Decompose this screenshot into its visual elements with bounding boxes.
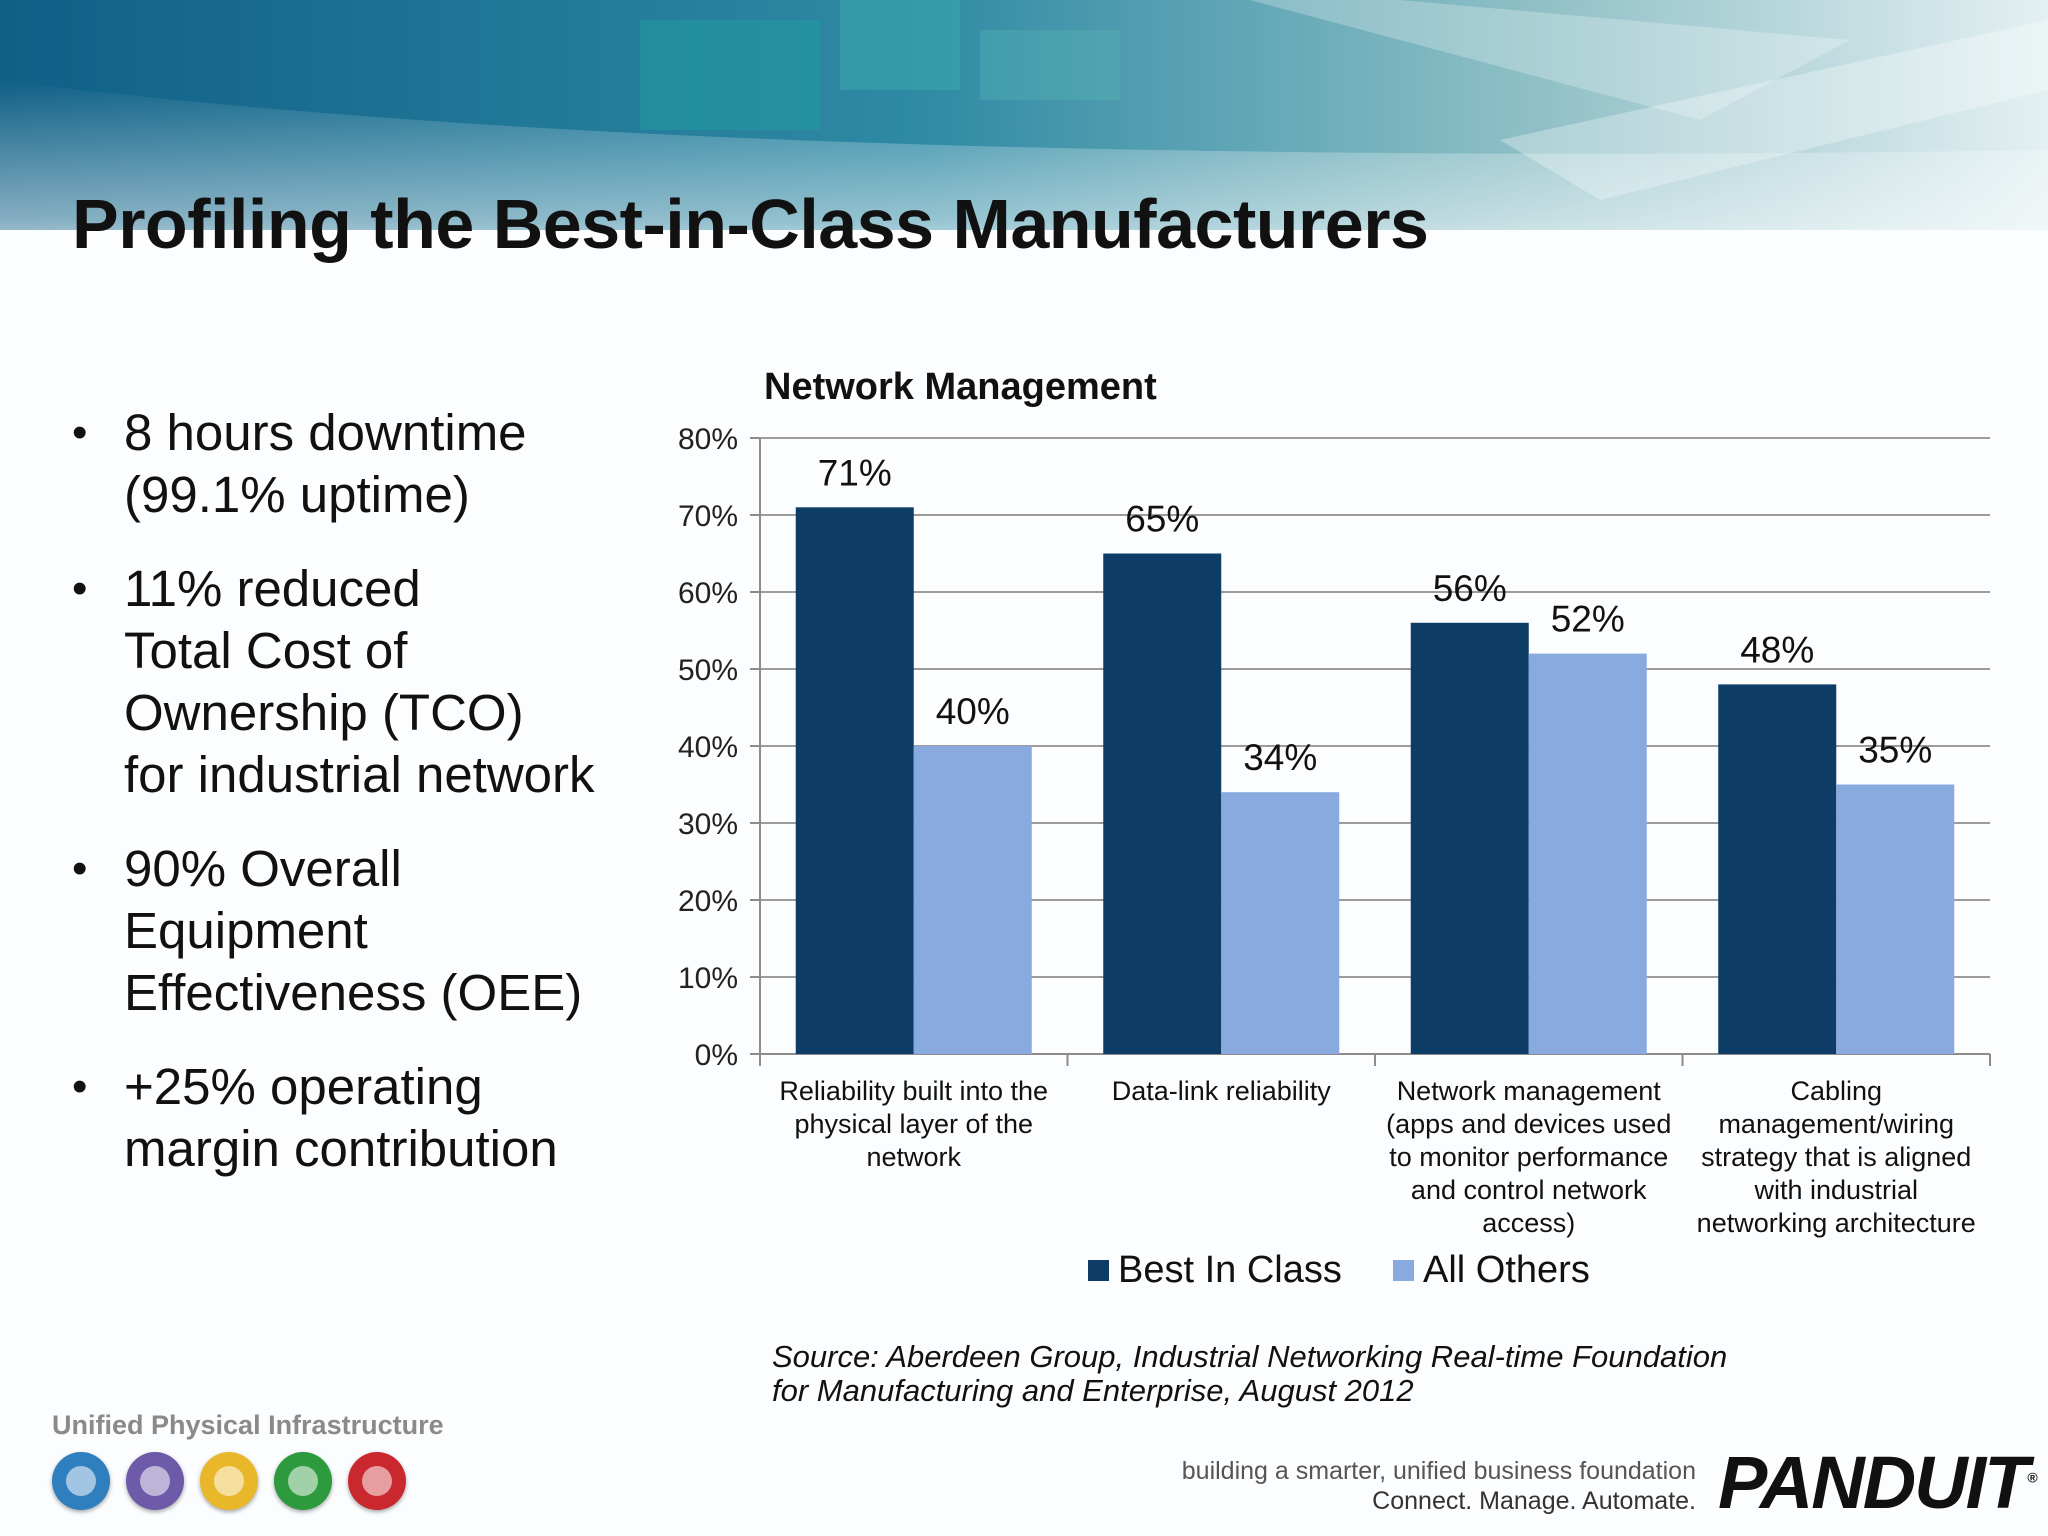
bullet-item: • 8 hours downtime (99.1% uptime) [70, 402, 630, 526]
bullet-dot: • [72, 564, 88, 613]
tagline-line2: Connect. Manage. Automate. [1372, 1487, 1696, 1515]
y-tick-label: 60% [678, 577, 738, 610]
legend-swatch [1393, 1260, 1414, 1281]
bar [1836, 784, 1955, 1054]
x-category-label: access) [1482, 1208, 1575, 1238]
y-tick-label: 40% [678, 731, 738, 764]
y-tick-label: 30% [678, 808, 738, 841]
x-category-label: physical layer of the [794, 1109, 1033, 1139]
bullet-dot: • [72, 1062, 88, 1111]
chart-title: Network Management [764, 366, 1157, 408]
x-category-label: Cabling [1790, 1076, 1882, 1106]
header-background [0, 0, 2048, 360]
upi-label: Unified Physical Infrastructure [52, 1410, 444, 1440]
y-tick-label: 80% [678, 423, 738, 456]
y-tick-label: 20% [678, 885, 738, 918]
x-category-label: to monitor performance [1389, 1142, 1668, 1172]
upi-green-icon [274, 1452, 332, 1510]
data-label: 56% [1433, 568, 1507, 609]
bullet-text: 90% Overall Equipment Effectiveness (OEE… [124, 840, 583, 1021]
source-citation: Source: Aberdeen Group, Industrial Netwo… [772, 1339, 1728, 1408]
upi-red-lock-icon [348, 1452, 406, 1510]
bullet-text: 8 hours downtime (99.1% uptime) [124, 404, 527, 523]
x-category-label: with industrial [1753, 1175, 1918, 1205]
x-category-label: Reliability built into the [779, 1076, 1048, 1106]
bullet-text: +25% operating margin contribution [124, 1058, 558, 1177]
data-label: 71% [818, 452, 892, 493]
bullet-item: • +25% operating margin contribution [70, 1056, 630, 1180]
bar [1718, 684, 1837, 1054]
data-label: 34% [1243, 737, 1317, 778]
legend-label: All Others [1423, 1249, 1590, 1291]
data-label: 52% [1551, 599, 1625, 640]
upi-blue-icon [52, 1452, 110, 1510]
brand-name: PANDUIT [1718, 1441, 2029, 1524]
x-category-label: and control network [1411, 1175, 1647, 1205]
data-label: 35% [1858, 730, 1932, 771]
bullet-item: • 11% reduced Total Cost of Ownership (TC… [70, 558, 630, 806]
panduit-logo: PANDUIT® [1718, 1440, 2038, 1525]
upi-icon-row [52, 1452, 406, 1510]
x-category-label: Data-link reliability [1112, 1076, 1332, 1106]
bar-chart: 0% 10% 20% 30% 40% 50% 60% 70% 80% 71% 40% Reliabil… [678, 423, 1991, 1291]
y-tick-label: 50% [678, 654, 738, 687]
bullet-list: • 8 hours downtime (99.1% uptime) • 11% re… [70, 402, 630, 1212]
x-category-label: Network management [1397, 1076, 1662, 1106]
y-tick-label: 0% [695, 1039, 738, 1072]
x-category-label: strategy that is aligned [1701, 1142, 1971, 1172]
data-label: 40% [936, 691, 1010, 732]
bar [1410, 622, 1529, 1054]
brand-mark: ® [2027, 1469, 2037, 1486]
x-category-label: network [866, 1142, 961, 1172]
slide-title: Profiling the Best-in-Class Manufacturer… [72, 185, 1429, 263]
bullet-dot: • [72, 844, 88, 893]
bar [1103, 553, 1222, 1054]
bar [1221, 792, 1340, 1054]
y-tick-label: 70% [678, 500, 738, 533]
upi-purple-icon [126, 1452, 184, 1510]
tagline: building a smarter, unified business fou… [1182, 1456, 1696, 1516]
data-label: 65% [1125, 499, 1199, 540]
bar [795, 507, 914, 1054]
x-category-label: networking architecture [1697, 1208, 1976, 1238]
tagline-line1: building a smarter, unified business fou… [1181, 1457, 1696, 1485]
bullet-dot: • [72, 408, 88, 457]
bullet-item: • 90% Overall Equipment Effectiveness (OE… [70, 838, 630, 1024]
x-category-label: (apps and devices used [1386, 1109, 1671, 1139]
y-tick-label: 10% [678, 962, 738, 995]
bullet-text: 11% reduced Total Cost of Ownership (TCO… [124, 560, 595, 803]
legend-swatch [1088, 1260, 1109, 1281]
bar [913, 746, 1032, 1054]
legend-label: Best In Class [1118, 1249, 1342, 1291]
bar [1528, 653, 1647, 1054]
upi-yellow-icon [200, 1452, 258, 1510]
x-category-label: management/wiring [1718, 1109, 1954, 1139]
data-label: 48% [1740, 629, 1814, 670]
